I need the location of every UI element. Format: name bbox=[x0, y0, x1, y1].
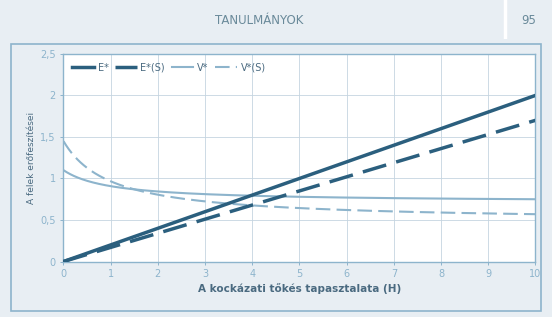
X-axis label: A kockázati tőkés tapasztalata (H): A kockázati tőkés tapasztalata (H) bbox=[198, 283, 401, 294]
Legend: E*, E*(S), V*, V*(S): E*, E*(S), V*, V*(S) bbox=[68, 59, 269, 76]
Y-axis label: A felek erőfeszítései: A felek erőfeszítései bbox=[27, 112, 36, 204]
Text: TANULMÁNYOK: TANULMÁNYOK bbox=[215, 14, 304, 27]
Text: 95: 95 bbox=[521, 14, 535, 27]
